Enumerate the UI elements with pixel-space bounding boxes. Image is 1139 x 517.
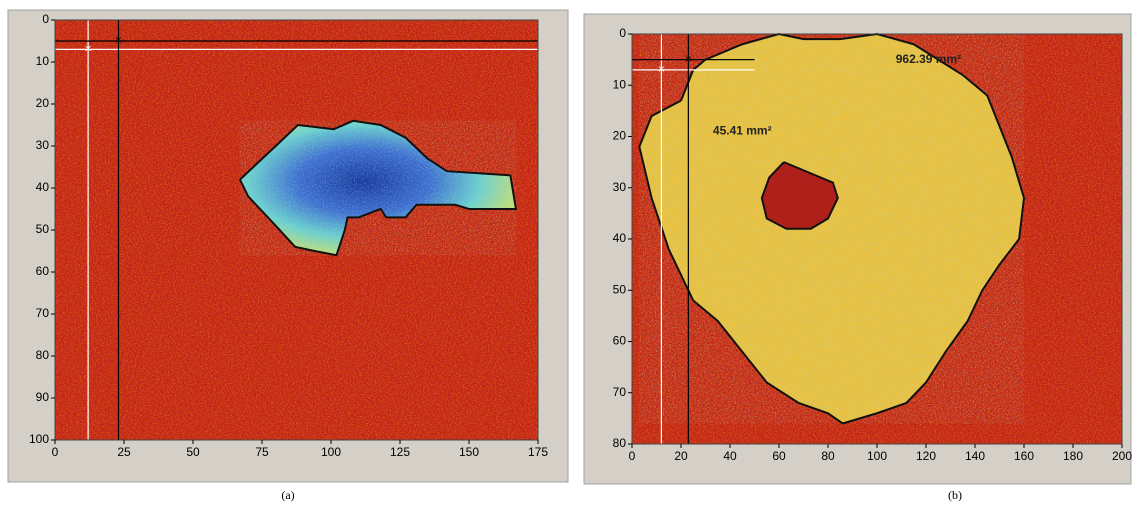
- area-annotation: 45.41 mm²: [713, 124, 772, 138]
- y-tick-label: 30: [36, 138, 50, 152]
- y-tick-label: 10: [613, 77, 627, 91]
- cursor-marker: ×: [685, 52, 692, 66]
- cursor-marker: ×: [658, 62, 665, 76]
- y-tick-label: 50: [36, 222, 50, 236]
- y-tick-label: 90: [36, 390, 50, 404]
- x-tick-label: 80: [821, 449, 835, 463]
- y-tick-label: 70: [613, 385, 627, 399]
- panel-label: (a): [281, 488, 294, 502]
- y-tick-label: 60: [613, 334, 627, 348]
- x-tick-label: 150: [459, 445, 479, 459]
- y-tick-label: 60: [36, 264, 50, 278]
- x-tick-label: 75: [255, 445, 269, 459]
- x-tick-label: 25: [117, 445, 131, 459]
- contour-line: [760, 161, 839, 230]
- area-annotation: 962.39 mm²: [896, 52, 961, 66]
- y-tick-label: 0: [619, 26, 626, 40]
- contour-texture: [639, 34, 1024, 424]
- y-tick-label: 30: [613, 180, 627, 194]
- contour-texture: [239, 120, 516, 256]
- contour-line: [638, 32, 1026, 425]
- y-tick-label: 80: [613, 436, 627, 450]
- y-tick-label: 40: [36, 180, 50, 194]
- contour-line: [239, 119, 518, 257]
- cursor-marker: ×: [85, 42, 92, 56]
- x-tick-label: 20: [674, 449, 688, 463]
- x-tick-label: 160: [1014, 449, 1034, 463]
- y-tick-label: 100: [29, 432, 49, 446]
- y-tick-label: 20: [613, 129, 627, 143]
- panel-label: (b): [948, 488, 962, 502]
- x-tick-label: 180: [1063, 449, 1083, 463]
- y-tick-label: 50: [613, 282, 627, 296]
- x-tick-label: 60: [772, 449, 786, 463]
- y-tick-label: 40: [613, 231, 627, 245]
- y-tick-label: 80: [36, 348, 50, 362]
- x-tick-label: 200: [1112, 449, 1132, 463]
- y-tick-label: 0: [42, 12, 49, 26]
- x-tick-label: 140: [965, 449, 985, 463]
- y-tick-label: 20: [36, 96, 50, 110]
- x-tick-label: 100: [867, 449, 887, 463]
- x-tick-label: 120: [916, 449, 936, 463]
- x-tick-label: 0: [52, 445, 59, 459]
- cursor-marker: ×: [115, 33, 122, 47]
- x-tick-label: 125: [390, 445, 410, 459]
- x-tick-label: 40: [723, 449, 737, 463]
- y-tick-label: 10: [36, 54, 50, 68]
- x-tick-label: 175: [528, 445, 548, 459]
- y-tick-label: 70: [36, 306, 50, 320]
- x-tick-label: 50: [186, 445, 200, 459]
- x-tick-label: 0: [629, 449, 636, 463]
- x-tick-label: 100: [321, 445, 341, 459]
- contour-fill: [761, 162, 838, 229]
